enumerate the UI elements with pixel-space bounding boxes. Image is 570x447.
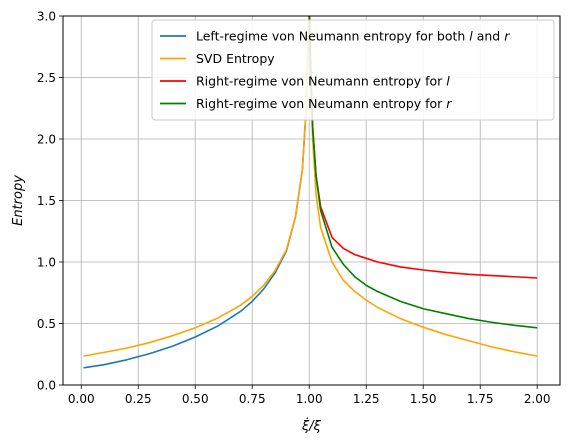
- y-tick-label: 0.0: [37, 379, 56, 393]
- y-tick-label: 1.0: [37, 256, 56, 270]
- legend-label: Right-regime von Neumann entropy for r: [196, 96, 452, 111]
- axis-ticks: 0.00 0.25 0.50 0.75 1.00 1.25 1.50 1.75 2.00 0.0 0…: [37, 10, 551, 407]
- y-tick-label: 2.0: [37, 133, 56, 147]
- series-line-4: [308, 16, 538, 329]
- legend-label: SVD Entropy: [196, 51, 275, 66]
- y-axis-label: Entropy: [11, 175, 26, 226]
- x-tick-label: 2.00: [524, 392, 551, 406]
- x-tick-label: 0.50: [182, 392, 209, 406]
- legend: Left-regime von Neumann entropy for both…: [151, 19, 555, 121]
- y-tick-label: 3.0: [37, 10, 56, 24]
- x-tick-label: 0.75: [239, 392, 266, 406]
- x-axis-label: ξ̇/ξ: [301, 418, 322, 434]
- y-tick-label: 0.5: [37, 317, 56, 331]
- x-tick-label: 0.25: [125, 392, 152, 406]
- legend-label: Left-regime von Neumann entropy for both…: [196, 29, 510, 44]
- legend-label: Right-regime von Neumann entropy for l: [196, 74, 450, 89]
- y-tick-label: 2.5: [37, 71, 56, 85]
- legend-box: [151, 19, 555, 121]
- x-tick-label: 1.50: [410, 392, 437, 406]
- x-tick-label: 1.25: [353, 392, 380, 406]
- series-lines: [83, 16, 538, 369]
- x-tick-label: 1.75: [467, 392, 494, 406]
- series-line-2: [83, 16, 538, 357]
- x-tick-label: 1.00: [296, 392, 323, 406]
- y-tick-label: 1.5: [37, 194, 56, 208]
- x-tick-label: 0.00: [68, 392, 95, 406]
